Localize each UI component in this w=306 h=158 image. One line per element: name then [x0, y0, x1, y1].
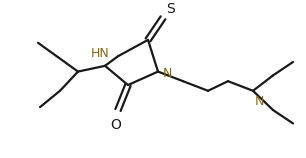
- Text: HN: HN: [91, 47, 110, 60]
- Text: N: N: [163, 67, 172, 80]
- Text: O: O: [110, 118, 121, 132]
- Text: S: S: [166, 2, 175, 16]
- Text: N: N: [255, 95, 264, 108]
